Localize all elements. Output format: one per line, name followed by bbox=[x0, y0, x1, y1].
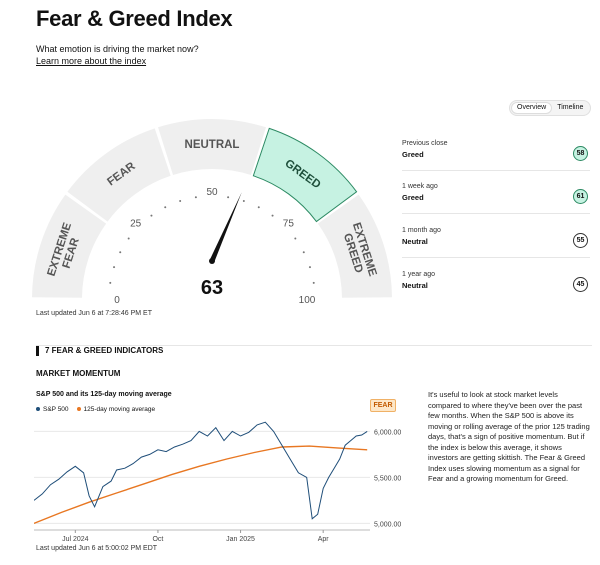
gauge-tick-dot bbox=[271, 214, 274, 217]
gauge-tick-dot bbox=[242, 200, 245, 203]
history-1-month-ago[interactable]: 1 month ago Neutral 55 bbox=[402, 227, 590, 258]
chart-legend: S&P 500 125-day moving average bbox=[36, 406, 155, 413]
history-1-week-ago[interactable]: 1 week ago Greed 61 bbox=[402, 183, 590, 214]
divider bbox=[402, 170, 590, 171]
gauge-scale-label-100: 100 bbox=[299, 295, 316, 303]
gauge-hub bbox=[174, 261, 250, 299]
chart-x-tick-label: Jul 2024 bbox=[62, 536, 89, 543]
gauge-tick-dot bbox=[312, 281, 315, 284]
gauge-segment-extreme-fear bbox=[32, 194, 107, 298]
gauge-tick-dot bbox=[109, 281, 112, 284]
gauge-tick-dot bbox=[194, 196, 197, 199]
indicator-title: MARKET MOMENTUM bbox=[36, 369, 121, 378]
gauge-tick-dot bbox=[113, 266, 116, 269]
gauge-tick-dot bbox=[179, 200, 182, 203]
page-title: Fear & Greed Index bbox=[36, 6, 233, 31]
chart-y-tick-label: 5,000.00 bbox=[374, 521, 401, 528]
series-line-moving-average bbox=[34, 445, 368, 525]
gauge-scale-label-25: 25 bbox=[130, 219, 142, 230]
gauge-tick-dot bbox=[164, 206, 167, 209]
chart-x-tick-label: Apr bbox=[318, 536, 330, 543]
history-value-badge: 55 bbox=[573, 233, 588, 248]
gauge-needle-pivot bbox=[209, 258, 215, 264]
indicators-section-title: 7 FEAR & GREED INDICATORS bbox=[45, 346, 164, 355]
history-label: 1 month ago bbox=[402, 227, 441, 234]
page-subtitle: What emotion is driving the market now? bbox=[36, 44, 199, 54]
gauge-segment-greed bbox=[252, 127, 358, 223]
history-rating: Neutral bbox=[402, 281, 428, 290]
chart-x-tick-label: Oct bbox=[152, 536, 163, 543]
divider bbox=[402, 257, 590, 258]
history-value-badge: 58 bbox=[573, 146, 588, 161]
history-rating: Greed bbox=[402, 193, 424, 202]
history-label: 1 year ago bbox=[402, 271, 436, 278]
history-1-year-ago[interactable]: 1 year ago Neutral 45 bbox=[402, 271, 590, 292]
gauge-tick-dot bbox=[227, 196, 230, 199]
tab-timeline[interactable]: Timeline bbox=[557, 104, 584, 111]
gauge-segment-extreme-greed bbox=[317, 194, 392, 298]
tab-overview[interactable]: Overview bbox=[511, 102, 553, 114]
gauge-tick-dot bbox=[302, 251, 305, 254]
chart-last-updated: Last updated Jun 6 at 5:00:02 PM EDT bbox=[36, 545, 158, 552]
series-line-sp500 bbox=[34, 421, 368, 520]
gauge-segment-label-neutral: NEUTRAL bbox=[185, 139, 240, 151]
legend-dot bbox=[36, 407, 40, 412]
gauge-segment-fear bbox=[67, 128, 171, 222]
gauge-needle bbox=[209, 192, 242, 262]
chart-x-tick-label: Jan 2025 bbox=[226, 536, 255, 543]
view-toggle: Overview Timeline bbox=[509, 100, 591, 116]
history-value-badge: 61 bbox=[573, 189, 588, 204]
gauge-tick-dot bbox=[119, 251, 122, 254]
learn-more-link[interactable]: Learn more about the index bbox=[36, 56, 147, 66]
section-marker bbox=[36, 346, 39, 356]
history-previous-close[interactable]: Previous close Greed 58 bbox=[402, 140, 590, 171]
indicator-description: It's useful to look at stock market leve… bbox=[428, 390, 590, 483]
section-divider bbox=[36, 345, 592, 346]
legend-label: 125-day moving average bbox=[83, 406, 156, 413]
legend-item-moving-average: 125-day moving average bbox=[76, 406, 156, 413]
gauge-scale-label-75: 75 bbox=[283, 219, 295, 230]
history-label: Previous close bbox=[402, 140, 448, 147]
legend-label: S&P 500 bbox=[43, 406, 69, 413]
chart-title: S&P 500 and its 125-day moving average bbox=[36, 391, 172, 398]
divider bbox=[402, 213, 590, 214]
legend-dot bbox=[76, 407, 81, 412]
chart-y-tick-label: 5,500.00 bbox=[374, 475, 401, 482]
gauge-value: 63 bbox=[201, 277, 223, 299]
gauge-tick-dot bbox=[150, 214, 153, 217]
indicator-rating-badge: FEAR bbox=[370, 399, 396, 412]
gauge-tick-dot bbox=[257, 206, 260, 209]
gauge-last-updated: Last updated Jun 6 at 7:28:46 PM ET bbox=[36, 310, 152, 317]
history-value-badge: 45 bbox=[573, 277, 588, 292]
legend-item-sp500: S&P 500 bbox=[36, 406, 69, 413]
history-rating: Neutral bbox=[402, 237, 428, 246]
history-label: 1 week ago bbox=[402, 183, 438, 190]
fear-greed-gauge: EXTREMEFEARFEARNEUTRALGREEDEXTREMEGREED … bbox=[32, 119, 392, 303]
gauge-tick-dot bbox=[127, 237, 130, 240]
market-momentum-chart: 5,000.00 5,500.00 6,000.00 Jul 2024 Oct Jan … bbox=[34, 421, 401, 543]
gauge-segment-neutral bbox=[158, 119, 266, 175]
gauge-scale-label-0: 0 bbox=[114, 295, 120, 303]
gauge-scale-label-50: 50 bbox=[206, 187, 218, 198]
chart-y-tick-label: 6,000.00 bbox=[374, 429, 401, 436]
gauge-tick-dot bbox=[294, 237, 297, 240]
gauge-tick-dot bbox=[308, 266, 311, 269]
history-rating: Greed bbox=[402, 150, 424, 159]
